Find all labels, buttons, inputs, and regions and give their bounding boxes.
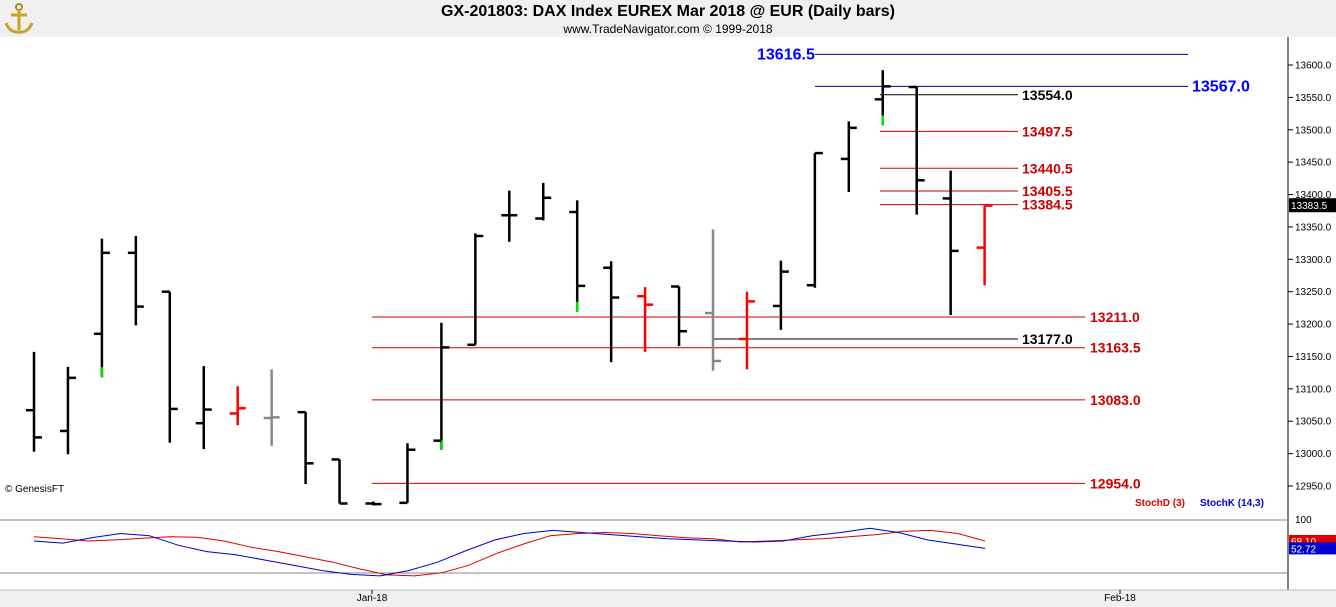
date-tick-label: Feb-18	[1104, 593, 1136, 604]
stoch-legend-label: StochD (3)	[1135, 498, 1185, 509]
price-tick-label: 13550.0	[1295, 93, 1332, 104]
price-level-label: 13616.5	[757, 46, 815, 63]
price-level-label: 13083.0	[1090, 392, 1141, 408]
price-tick-label: 12950.0	[1295, 482, 1332, 493]
price-level-label: 13567.0	[1192, 78, 1250, 95]
price-tick-label: 13300.0	[1295, 255, 1332, 266]
chart-title: GX-201803: DAX Index EUREX Mar 2018 @ EU…	[441, 3, 895, 20]
last-price-box	[1289, 198, 1336, 213]
price-level-label: 13211.0	[1090, 309, 1140, 325]
price-tick-label: 13200.0	[1295, 320, 1332, 331]
chart-subtitle: www.TradeNavigator.com © 1999-2018	[563, 22, 773, 36]
price-tick-label: 13000.0	[1295, 449, 1332, 460]
price-tick-label: 13450.0	[1295, 158, 1332, 169]
price-tick-label: 13500.0	[1295, 125, 1332, 136]
price-level-label: 12954.0	[1090, 475, 1141, 491]
stoch-legend-label: StochK (14,3)	[1200, 498, 1264, 509]
last-price-label: 13383.5	[1291, 201, 1328, 212]
price-tick-label: 13050.0	[1295, 417, 1332, 428]
watermark-text: © GenesisFT	[5, 484, 64, 495]
price-level-label: 13497.5	[1022, 123, 1073, 139]
price-level-label: 13554.0	[1022, 87, 1073, 103]
stoch-value-box	[1289, 542, 1336, 555]
price-level-label: 13163.5	[1090, 340, 1141, 356]
price-tick-label: 13150.0	[1295, 352, 1332, 363]
price-tick-label: 13100.0	[1295, 384, 1332, 395]
stoch-value-label: 52.72	[1291, 544, 1316, 555]
date-tick-label: Jan-18	[357, 593, 388, 604]
price-level-label: 13384.5	[1022, 197, 1073, 213]
price-level-label: 13405.5	[1022, 183, 1073, 199]
price-tick-label: 13400.0	[1295, 190, 1332, 201]
title-bar: GX-201803: DAX Index EUREX Mar 2018 @ EU…	[0, 0, 1336, 37]
anchor-logo-icon	[4, 3, 34, 34]
price-level-label: 13177.0	[1022, 331, 1073, 347]
price-tick-label: 13250.0	[1295, 287, 1332, 298]
price-tick-label: 13350.0	[1295, 222, 1332, 233]
price-level-label: 13440.5	[1022, 160, 1073, 176]
price-tick-label: 13600.0	[1295, 61, 1332, 72]
stoch-series-line	[33, 529, 986, 577]
date-axis-band	[0, 590, 1336, 607]
stoch-series-line	[33, 527, 986, 577]
stoch-tick-label: 100	[1295, 515, 1312, 526]
